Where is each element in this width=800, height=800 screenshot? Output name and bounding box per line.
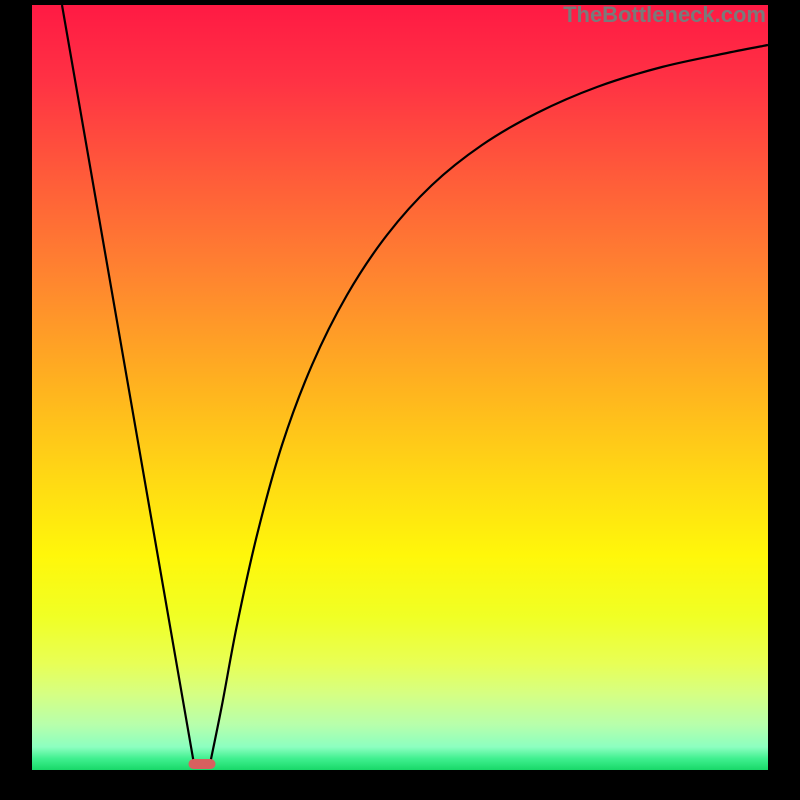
watermark-text: TheBottleneck.com: [563, 2, 766, 28]
bottleneck-curve: [62, 5, 768, 764]
plot-area: [32, 5, 768, 770]
curve-layer: [32, 5, 768, 770]
chart-container: TheBottleneck.com: [0, 0, 800, 800]
minimum-marker: [189, 760, 215, 769]
